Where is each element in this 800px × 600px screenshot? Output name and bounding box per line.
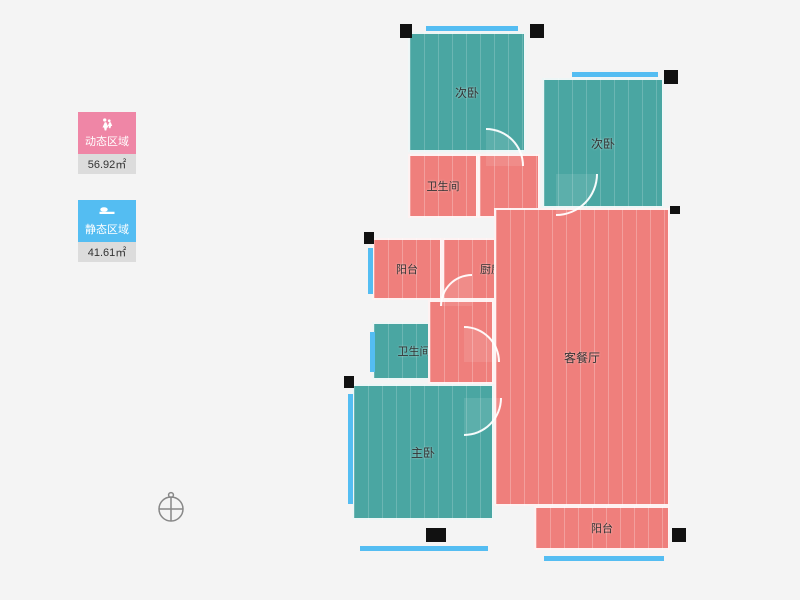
room-bedroom2b: 次卧	[542, 78, 664, 208]
room-label-bath1: 卫生间	[427, 178, 460, 194]
room-label-bedroom2a: 次卧	[455, 84, 479, 101]
room-label-master: 主卧	[411, 444, 435, 461]
wall-stub	[664, 70, 678, 84]
wall-stub	[426, 528, 446, 542]
wall-stub	[670, 206, 680, 214]
wall-stub	[344, 376, 354, 388]
room-hall2	[428, 300, 494, 384]
room-label-bath2: 卫生间	[398, 343, 431, 359]
room-balcony1: 阳台	[372, 238, 442, 300]
room-master: 主卧	[352, 384, 494, 520]
legend-static-zone: 静态区域 41.61㎡	[78, 200, 136, 262]
legend-dynamic-value: 56.92㎡	[78, 154, 136, 174]
wall-stub	[400, 24, 412, 38]
room-label-living: 客餐厅	[564, 349, 600, 366]
wall-stub	[530, 24, 544, 38]
room-bedroom2a: 次卧	[408, 32, 526, 152]
window-marker	[426, 26, 518, 31]
room-balcony2: 阳台	[534, 506, 670, 550]
room-label-balcony2: 阳台	[591, 520, 613, 536]
window-marker	[360, 546, 488, 551]
wall-stub	[672, 528, 686, 542]
legend-static-value: 41.61㎡	[78, 242, 136, 262]
window-marker	[572, 72, 658, 77]
legend-dynamic-label: 动态区域	[85, 133, 129, 149]
window-marker	[544, 556, 664, 561]
room-bath1: 卫生间	[408, 154, 478, 218]
legend-dynamic-zone: 动态区域 56.92㎡	[78, 112, 136, 174]
wall-stub	[364, 232, 374, 244]
bed-icon	[98, 205, 116, 219]
room-label-bedroom2b: 次卧	[591, 135, 615, 152]
compass-icon	[154, 490, 188, 524]
floor-plan: 次卧次卧卫生间阳台厨房客餐厅卫生间主卧阳台	[308, 16, 708, 576]
legend-static-label: 静态区域	[85, 221, 129, 237]
room-living: 客餐厅	[494, 208, 670, 506]
people-icon	[98, 117, 116, 131]
floor-plan-canvas: 动态区域 56.92㎡ 静态区域 41.61㎡ 次卧次卧卫生间阳台厨房客餐厅卫生…	[0, 0, 800, 600]
room-label-balcony1: 阳台	[396, 261, 418, 277]
